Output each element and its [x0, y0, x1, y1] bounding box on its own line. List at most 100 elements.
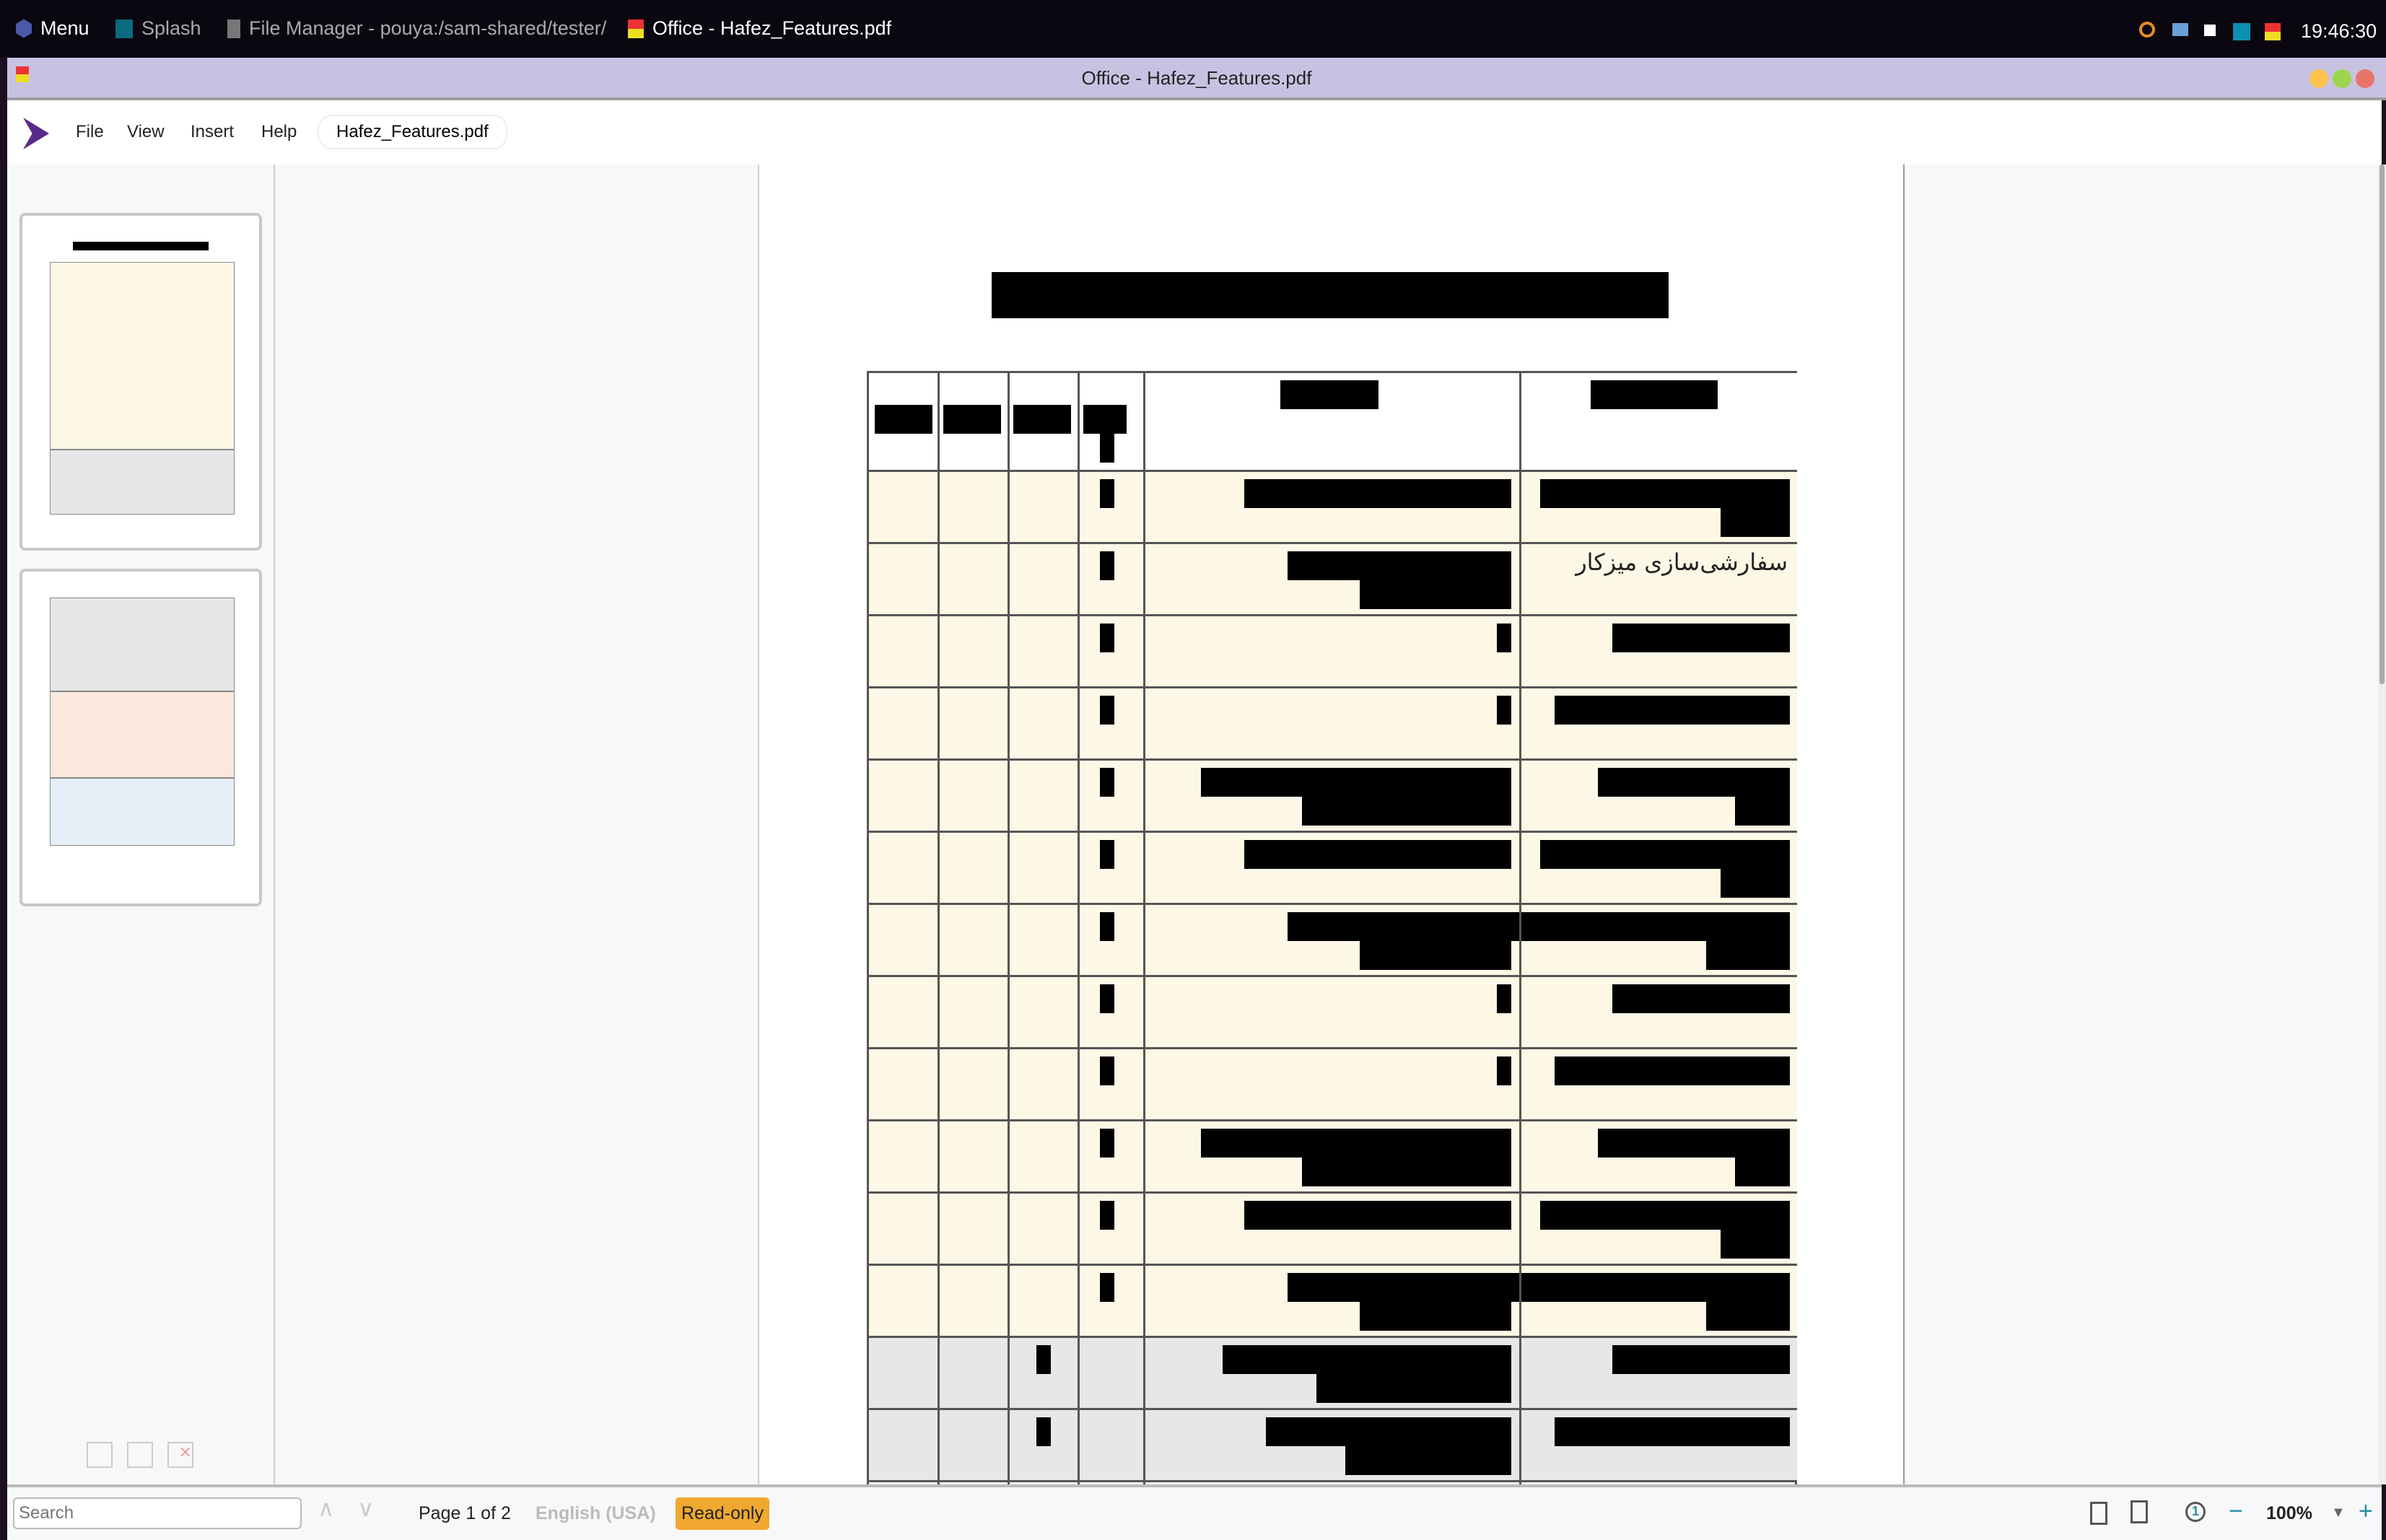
minimize-button[interactable] [2309, 69, 2328, 88]
redacted-marker [1036, 1345, 1051, 1374]
window-title: Office - Hafez_Features.pdf [1081, 67, 1312, 89]
search-icon[interactable] [2139, 22, 2155, 38]
redacted-text [875, 405, 932, 434]
menubar: File View Insert Help Hafez_Features.pdf [7, 100, 2382, 165]
clock: 19:46:30 [2301, 20, 2377, 42]
redacted-marker [1100, 840, 1114, 869]
menu-view[interactable]: View [127, 122, 165, 141]
flag-icon[interactable] [2172, 23, 2188, 36]
redacted-text [1360, 1302, 1511, 1331]
redacted-text [1612, 624, 1790, 652]
redacted-text [1482, 912, 1790, 941]
redacted-text [1497, 696, 1511, 725]
redacted-text [1266, 1417, 1511, 1446]
statusbar: ∧ ∨ Page 1 of 2 English (USA) Read-only … [7, 1484, 2382, 1540]
duplicate-page-icon[interactable] [127, 1442, 153, 1468]
redacted-title [992, 272, 1669, 318]
read-only-badge: Read-only [676, 1497, 769, 1530]
redacted-text [1721, 1230, 1790, 1259]
redacted-text [1201, 768, 1511, 797]
redacted-text [1302, 1158, 1511, 1186]
previous-page-icon[interactable] [2090, 1502, 2107, 1525]
app-logo [23, 118, 49, 149]
close-button[interactable] [2356, 69, 2374, 88]
redacted-text [1706, 1302, 1790, 1331]
menu-file[interactable]: File [76, 122, 104, 141]
redacted-text [1598, 1129, 1790, 1158]
redacted-text [1555, 696, 1790, 725]
column-divider [1008, 373, 1010, 1484]
column-divider [1519, 373, 1521, 1484]
redacted-marker [1100, 1056, 1114, 1085]
delete-page-icon[interactable]: ✕ [167, 1442, 193, 1468]
insert-page-icon[interactable] [87, 1442, 113, 1468]
redacted-marker [1036, 1417, 1051, 1446]
redacted-text [1360, 941, 1511, 970]
redacted-text [1302, 797, 1511, 826]
menu-insert[interactable]: Insert [191, 122, 235, 141]
search-previous-button[interactable]: ∧ [318, 1495, 335, 1521]
redacted-marker [1100, 1273, 1114, 1302]
office-icon[interactable] [2265, 23, 2281, 40]
file-cabinet-icon [227, 19, 240, 38]
redacted-text [1706, 941, 1790, 970]
redacted-marker [1100, 624, 1114, 652]
language-indicator[interactable]: English (USA) [536, 1503, 656, 1523]
document-name-tab[interactable]: Hafez_Features.pdf [318, 115, 507, 149]
splash-icon[interactable] [2233, 23, 2250, 40]
redacted-text [1244, 479, 1511, 508]
zoom-level[interactable]: 100% [2266, 1503, 2312, 1523]
feature-name-cell: سفارشی‌سازی میزکار [1576, 548, 1788, 576]
redacted-text [1540, 840, 1790, 869]
redacted-text [1223, 1345, 1511, 1374]
redacted-marker [1100, 984, 1114, 1013]
redacted-text [1612, 1345, 1790, 1374]
vertical-scrollbar[interactable] [2378, 165, 2386, 1484]
office-icon [16, 66, 29, 82]
column-divider [1143, 373, 1145, 1484]
task-file-manager[interactable]: File Manager - pouya:/sam-shared/tester/ [227, 17, 606, 40]
redacted-text [1100, 434, 1114, 463]
splash-icon [115, 19, 133, 38]
redacted-text [1735, 797, 1790, 826]
redacted-text [1360, 580, 1511, 609]
zoom-in-button[interactable]: + [2359, 1497, 2373, 1525]
next-page-icon[interactable] [2131, 1500, 2148, 1523]
thumbnail-page-2[interactable] [19, 569, 262, 906]
column-divider [938, 373, 940, 1484]
features-table: سفارشی‌سازی میزکار [867, 371, 1797, 1484]
page-indicator: Page 1 of 2 [419, 1503, 511, 1523]
redacted-text [1540, 1201, 1790, 1230]
maximize-button[interactable] [2333, 69, 2351, 88]
redacted-text [1497, 624, 1511, 652]
redacted-marker [1100, 1129, 1114, 1158]
redacted-marker [1100, 768, 1114, 797]
display-icon[interactable] [2204, 25, 2216, 36]
zoom-reset-icon[interactable]: 1 [2185, 1502, 2206, 1522]
redacted-text [1201, 1129, 1511, 1158]
redacted-text [1316, 1374, 1511, 1403]
redacted-text [1497, 1056, 1511, 1085]
zoom-dropdown-icon[interactable]: ▼ [2331, 1505, 2346, 1521]
task-office[interactable]: Office - Hafez_Features.pdf [628, 17, 891, 40]
column-divider [1078, 373, 1080, 1484]
redacted-text [1735, 1158, 1790, 1186]
search-input[interactable] [13, 1497, 302, 1529]
redacted-text [1244, 840, 1511, 869]
thumbnail-page-1[interactable] [19, 213, 262, 551]
redacted-text [1497, 984, 1511, 1013]
page-thumbnails-panel: ✕ [7, 165, 275, 1484]
menu-help[interactable]: Help [261, 122, 297, 141]
menu-button[interactable]: Menu [16, 17, 89, 40]
redacted-marker [1100, 1201, 1114, 1230]
redacted-text [1612, 984, 1790, 1013]
redacted-text [1083, 405, 1127, 434]
window-titlebar: Office - Hafez_Features.pdf [7, 58, 2386, 100]
search-next-button[interactable]: ∨ [357, 1495, 375, 1521]
redacted-text [1540, 479, 1790, 508]
redacted-text [1345, 1446, 1511, 1475]
zoom-out-button[interactable]: − [2229, 1497, 2243, 1525]
task-splash[interactable]: Splash [115, 17, 201, 40]
redacted-text [1555, 1417, 1790, 1446]
redacted-marker [1100, 912, 1114, 941]
